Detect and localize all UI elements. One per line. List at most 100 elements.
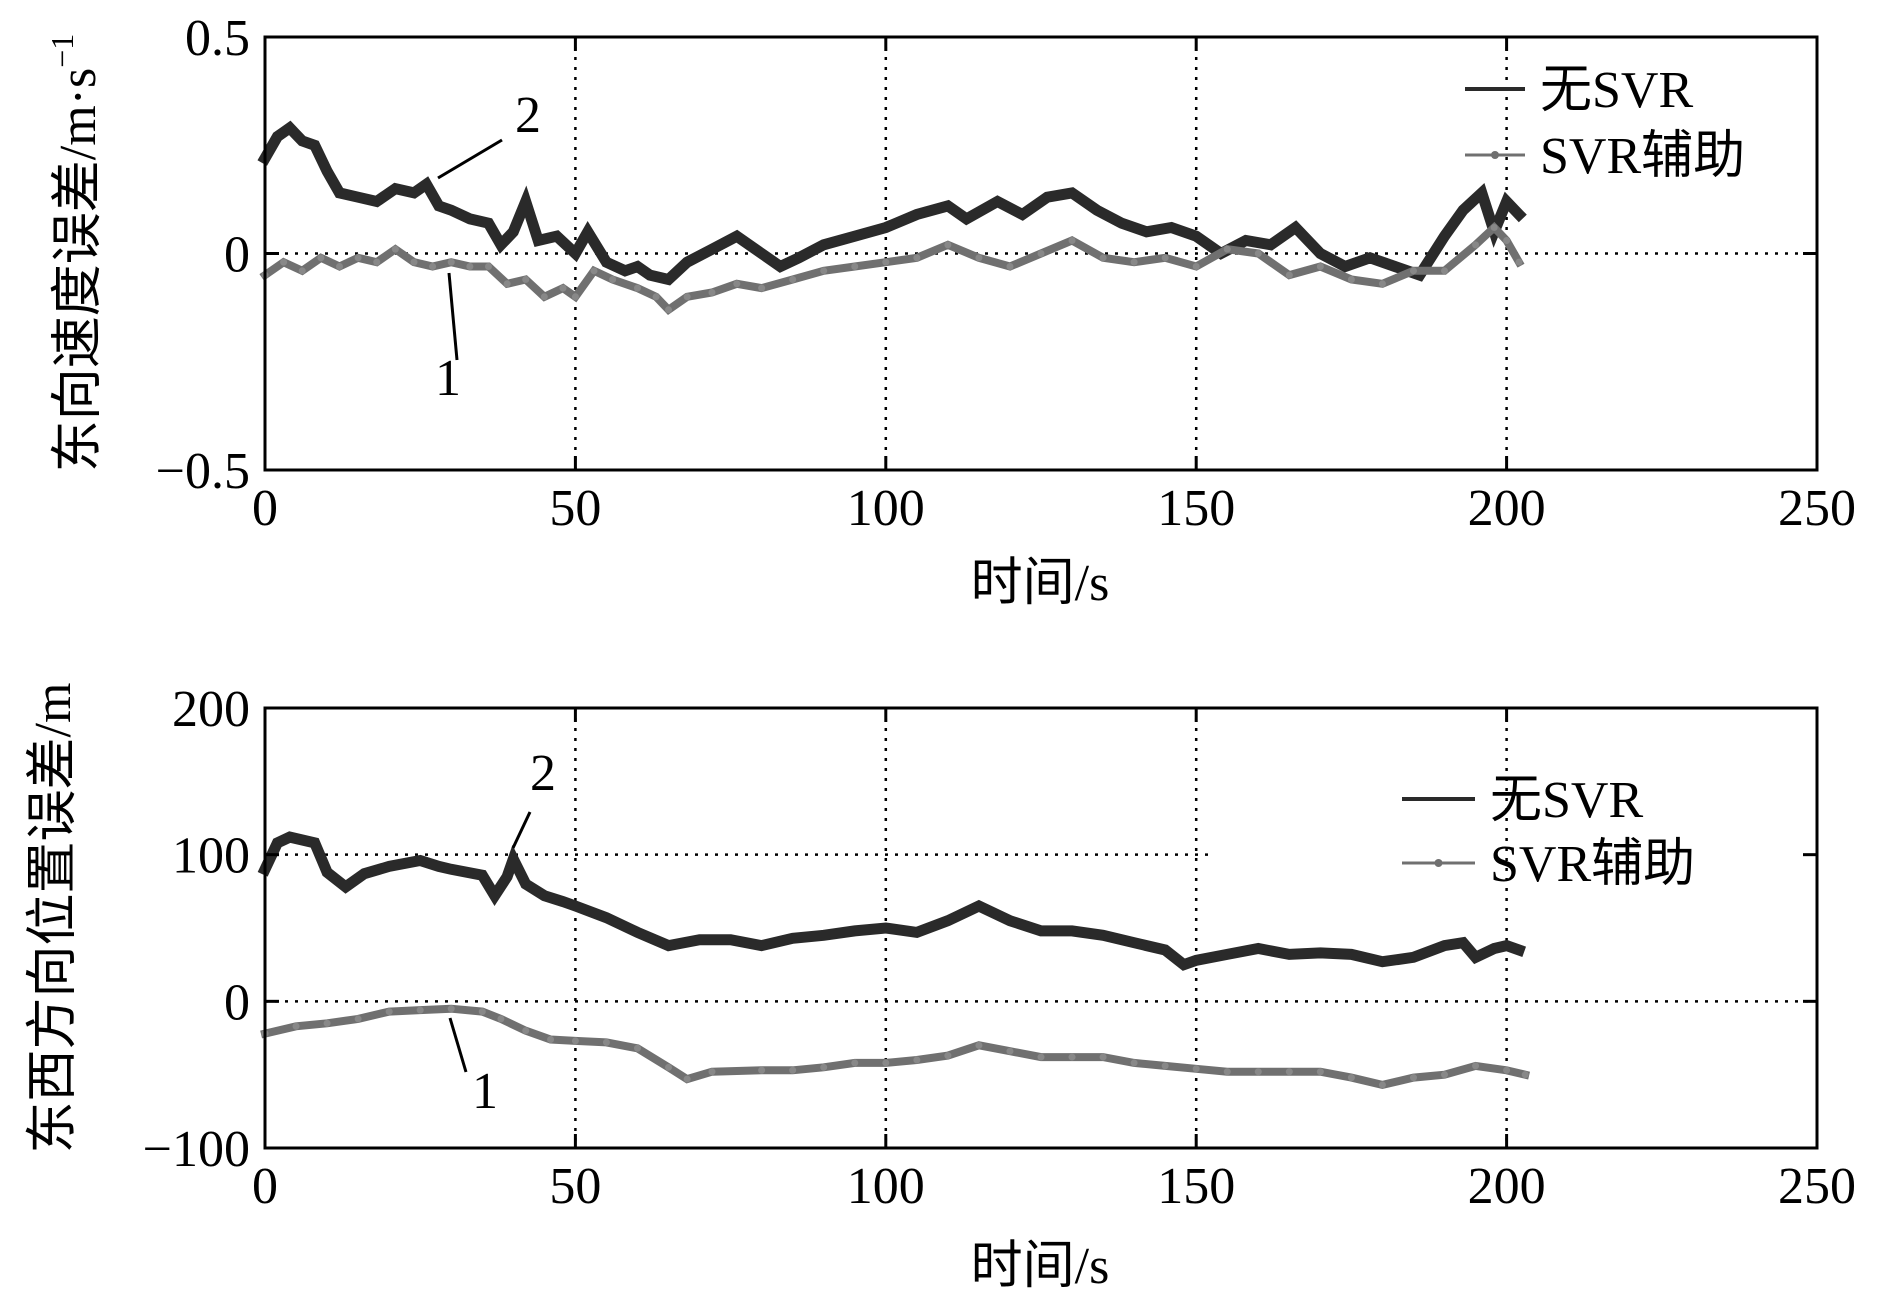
series-line <box>265 128 1519 280</box>
x-tick-label: 200 <box>1468 480 1546 537</box>
data-point <box>634 1045 641 1052</box>
x-tick-label: 50 <box>549 480 601 537</box>
data-point <box>572 1037 579 1044</box>
data-point <box>497 1015 504 1022</box>
data-point <box>1503 237 1510 244</box>
x-tick-label: 200 <box>1468 1158 1546 1215</box>
annotation-label: 2 <box>530 745 556 802</box>
data-point <box>913 1057 920 1064</box>
y-axis-label-superscript: −1 <box>44 34 80 68</box>
data-point <box>758 285 765 292</box>
y-axis-label-main: 东向速度误差/m·s <box>50 68 107 472</box>
x-tick-label: 150 <box>1157 1158 1235 1215</box>
y-axis-label-main: 东西方向位置误差/m <box>25 683 82 1154</box>
data-point <box>975 254 982 261</box>
x-tick-label: 50 <box>549 1158 601 1215</box>
legend-marker <box>1435 859 1443 867</box>
data-point <box>1348 1074 1355 1081</box>
data-point <box>466 263 473 270</box>
data-point <box>522 276 529 283</box>
data-point <box>591 267 598 274</box>
legend: 无SVR SVR辅助 <box>1465 62 1745 185</box>
data-point <box>1193 1065 1200 1072</box>
legend: 无SVR SVR辅助 <box>1402 772 1695 893</box>
data-point <box>944 1052 951 1059</box>
annotation-leader <box>438 140 502 178</box>
data-point <box>603 1039 610 1046</box>
series-line <box>265 1009 1525 1085</box>
data-point <box>708 1068 715 1075</box>
data-point <box>665 1064 672 1071</box>
data-point <box>324 1020 331 1027</box>
data-point <box>653 293 660 300</box>
data-point <box>1410 1074 1417 1081</box>
data-point <box>293 1023 300 1030</box>
legend-label: 无SVR <box>1490 772 1643 829</box>
data-point <box>386 1008 393 1015</box>
data-point <box>429 263 436 270</box>
legend-label: SVR辅助 <box>1490 836 1695 893</box>
y-tick-label: 0 <box>224 974 250 1031</box>
data-point <box>975 1042 982 1049</box>
data-point <box>1006 263 1013 270</box>
data-point <box>913 254 920 261</box>
data-point <box>448 259 455 266</box>
data-point <box>1162 254 1169 261</box>
data-point <box>1348 276 1355 283</box>
data-point <box>1006 1048 1013 1055</box>
legend-label: SVR辅助 <box>1540 128 1745 185</box>
data-point <box>758 1067 765 1074</box>
data-point <box>355 254 362 261</box>
data-point <box>851 263 858 270</box>
data-point <box>280 259 287 266</box>
data-point <box>789 1067 796 1074</box>
data-point <box>417 1007 424 1014</box>
series-2 <box>262 1005 1529 1088</box>
data-point <box>708 289 715 296</box>
series-1 <box>265 128 1519 280</box>
annotation-leader <box>450 1018 466 1072</box>
y-tick-label: 0.5 <box>185 10 250 67</box>
annotation-leader <box>513 812 530 848</box>
data-point <box>336 263 343 270</box>
x-tick-label: 250 <box>1778 480 1856 537</box>
x-tick-label: 100 <box>847 1158 925 1215</box>
data-point <box>1317 1068 1324 1075</box>
data-point <box>684 293 691 300</box>
data-point <box>820 267 827 274</box>
data-point <box>1193 263 1200 270</box>
data-point <box>1224 1068 1231 1075</box>
data-point <box>485 263 492 270</box>
data-point <box>1491 224 1498 231</box>
data-point <box>820 1064 827 1071</box>
data-point <box>1069 237 1076 244</box>
data-point <box>684 1076 691 1083</box>
data-point <box>1286 1068 1293 1075</box>
data-point <box>789 276 796 283</box>
data-point <box>504 280 511 287</box>
x-axis-label: 时间/s <box>971 555 1110 612</box>
data-point <box>1162 1062 1169 1069</box>
data-point <box>1131 1059 1138 1066</box>
data-point <box>1317 263 1324 270</box>
data-point <box>1131 259 1138 266</box>
annotation-label: 1 <box>435 350 461 407</box>
y-tick-label: −100 <box>143 1121 250 1178</box>
data-point <box>572 293 579 300</box>
data-point <box>1410 267 1417 274</box>
data-point <box>541 293 548 300</box>
x-tick-label: 150 <box>1157 480 1235 537</box>
data-point <box>373 259 380 266</box>
series-1 <box>265 837 1519 965</box>
data-point <box>1472 241 1479 248</box>
x-tick-label: 0 <box>252 1158 278 1215</box>
data-point <box>851 1059 858 1066</box>
data-point <box>1441 267 1448 274</box>
x-tick-label: 250 <box>1778 1158 1856 1215</box>
data-point <box>665 306 672 313</box>
data-point <box>1038 250 1045 257</box>
annotation-label: 2 <box>515 87 541 144</box>
data-point <box>1472 1062 1479 1069</box>
data-point <box>299 267 306 274</box>
y-tick-label: −0.5 <box>156 443 250 500</box>
